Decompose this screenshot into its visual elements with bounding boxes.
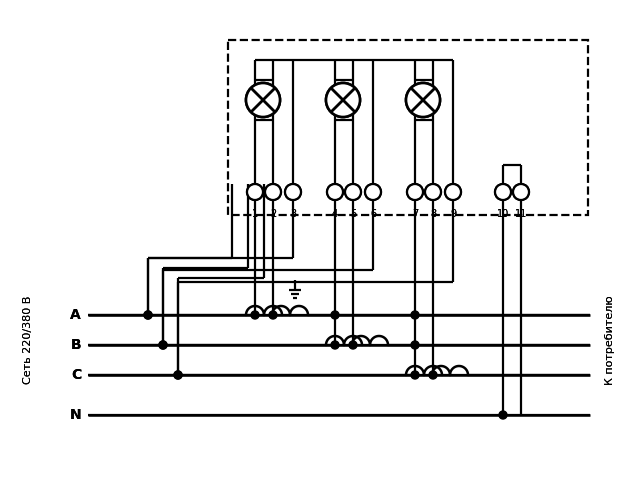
Text: 2: 2	[270, 209, 276, 219]
Text: N: N	[69, 408, 81, 422]
Circle shape	[174, 371, 182, 379]
Circle shape	[411, 341, 419, 349]
Circle shape	[406, 83, 440, 117]
Circle shape	[425, 184, 441, 200]
Text: 11: 11	[515, 209, 527, 219]
Text: 1: 1	[252, 209, 258, 219]
Text: 5: 5	[350, 209, 356, 219]
Circle shape	[326, 83, 360, 117]
Text: 9: 9	[450, 209, 456, 219]
Text: A: A	[70, 308, 81, 322]
Circle shape	[251, 311, 259, 319]
Circle shape	[174, 371, 182, 379]
Text: 3: 3	[290, 209, 296, 219]
Circle shape	[331, 311, 339, 319]
Circle shape	[513, 184, 529, 200]
Text: N: N	[69, 408, 81, 422]
Circle shape	[144, 311, 152, 319]
Circle shape	[144, 311, 152, 319]
Circle shape	[365, 184, 381, 200]
Circle shape	[445, 184, 461, 200]
Circle shape	[265, 184, 281, 200]
Text: Сеть 220/380 В: Сеть 220/380 В	[23, 296, 33, 384]
Circle shape	[269, 311, 277, 319]
Text: C: C	[71, 368, 81, 382]
Circle shape	[345, 184, 361, 200]
Circle shape	[365, 184, 381, 200]
Circle shape	[327, 184, 343, 200]
Text: 6: 6	[370, 209, 376, 219]
Text: 10: 10	[497, 209, 509, 219]
Circle shape	[159, 341, 167, 349]
Text: A: A	[70, 308, 81, 322]
Text: B: B	[70, 338, 81, 352]
Circle shape	[159, 341, 167, 349]
Circle shape	[246, 83, 280, 117]
Text: 2: 2	[270, 209, 276, 219]
Circle shape	[349, 341, 357, 349]
Text: 11: 11	[515, 209, 527, 219]
Circle shape	[327, 184, 343, 200]
Circle shape	[246, 83, 280, 117]
Circle shape	[429, 371, 437, 379]
Circle shape	[495, 184, 511, 200]
Circle shape	[499, 411, 507, 419]
Circle shape	[265, 184, 281, 200]
Text: 8: 8	[430, 209, 436, 219]
Circle shape	[406, 83, 440, 117]
Circle shape	[407, 184, 423, 200]
Circle shape	[345, 184, 361, 200]
Circle shape	[247, 184, 263, 200]
Text: 6: 6	[370, 209, 376, 219]
Text: 3: 3	[290, 209, 296, 219]
Text: 5: 5	[350, 209, 356, 219]
Text: К потребителю: К потребителю	[605, 295, 615, 385]
Text: 7: 7	[412, 209, 418, 219]
Text: 7: 7	[412, 209, 418, 219]
Circle shape	[411, 311, 419, 319]
Circle shape	[326, 83, 360, 117]
Circle shape	[247, 184, 263, 200]
Text: Сеть 220/380 В: Сеть 220/380 В	[23, 296, 33, 384]
Text: C: C	[71, 368, 81, 382]
Text: 1: 1	[252, 209, 258, 219]
Circle shape	[445, 184, 461, 200]
Circle shape	[407, 184, 423, 200]
Text: 9: 9	[450, 209, 456, 219]
Text: 10: 10	[497, 209, 509, 219]
Circle shape	[331, 341, 339, 349]
Circle shape	[495, 184, 511, 200]
Circle shape	[513, 184, 529, 200]
Circle shape	[425, 184, 441, 200]
Circle shape	[285, 184, 301, 200]
Text: 4: 4	[332, 209, 338, 219]
Text: B: B	[70, 338, 81, 352]
Text: 8: 8	[430, 209, 436, 219]
Circle shape	[411, 371, 419, 379]
Circle shape	[285, 184, 301, 200]
Text: К потребителю: К потребителю	[605, 295, 615, 385]
Text: 4: 4	[332, 209, 338, 219]
